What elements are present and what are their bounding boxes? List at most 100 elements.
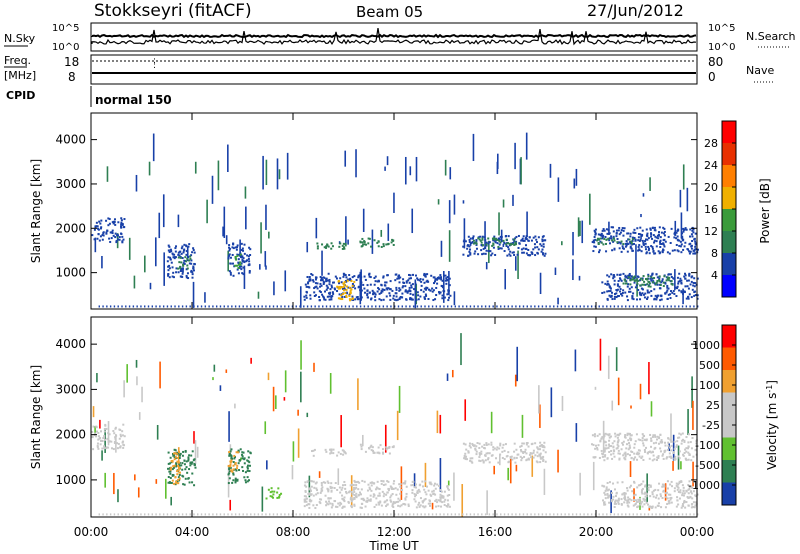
echo-cell xyxy=(418,501,421,504)
echo-cell xyxy=(108,222,111,225)
echo-cell xyxy=(378,292,381,295)
echo-cell xyxy=(435,278,438,281)
echo-cell xyxy=(628,238,631,241)
echo-cell xyxy=(615,292,618,295)
echo-cell xyxy=(394,273,397,276)
echo-cell xyxy=(686,248,689,251)
echo-cell xyxy=(480,450,483,453)
echo-cell xyxy=(657,250,660,253)
echo-cell xyxy=(174,476,177,479)
echo-cell xyxy=(120,219,123,222)
echo-cell xyxy=(600,437,603,440)
echo-cell xyxy=(499,235,502,238)
echo-cell xyxy=(696,248,699,251)
echo-cell xyxy=(658,280,661,283)
echo-cell xyxy=(386,243,389,246)
colorbar-tick-label: 1000 xyxy=(692,339,720,352)
echo-cell xyxy=(691,288,694,291)
echo-cell xyxy=(447,488,450,491)
near-range-echo xyxy=(219,305,222,308)
echo-cell xyxy=(178,261,181,264)
echo-cell xyxy=(175,463,178,466)
echo-cell xyxy=(613,440,616,443)
date-title: 27/Jun/2012 xyxy=(587,1,684,20)
echo-cell xyxy=(677,490,680,493)
echo-cell xyxy=(679,489,682,492)
echo-cell xyxy=(239,261,242,264)
echo-cell xyxy=(503,449,506,452)
echo-cell xyxy=(229,465,232,468)
scatter-echo xyxy=(222,226,224,237)
echo-cell xyxy=(685,490,688,493)
echo-cell xyxy=(439,496,442,499)
echo-cell xyxy=(659,239,662,242)
scatter-echo xyxy=(286,152,289,180)
echo-cell xyxy=(623,492,626,495)
echo-cell xyxy=(624,436,627,439)
echo-cell xyxy=(312,454,315,457)
echo-cell xyxy=(106,437,109,440)
echo-cell xyxy=(350,280,353,283)
echo-cell xyxy=(530,239,533,242)
echo-cell xyxy=(350,506,353,509)
echo-cell xyxy=(629,245,632,248)
echo-cell xyxy=(387,287,390,290)
near-range-echo xyxy=(420,305,422,308)
nave-label: Nave xyxy=(746,64,774,77)
echo-cell xyxy=(276,496,279,499)
echo-cell xyxy=(107,439,110,442)
echo-cell xyxy=(630,450,633,453)
colorbar-tick-label: 24 xyxy=(704,159,718,172)
echo-cell xyxy=(541,456,544,459)
echo-cell xyxy=(481,238,484,241)
scatter-echo xyxy=(143,255,146,273)
echo-cell xyxy=(227,482,230,485)
echo-cell xyxy=(492,246,495,249)
echo-cell xyxy=(358,491,361,494)
echo-cell xyxy=(382,480,385,483)
echo-cell xyxy=(663,483,666,486)
echo-cell xyxy=(409,277,412,280)
echo-cell xyxy=(680,291,683,294)
echo-cell xyxy=(485,442,488,445)
echo-cell xyxy=(500,235,503,238)
echo-cell xyxy=(603,440,606,443)
echo-cell xyxy=(423,287,426,290)
echo-cell xyxy=(637,279,640,282)
echo-cell xyxy=(180,247,183,250)
echo-cell xyxy=(656,435,659,438)
echo-cell xyxy=(590,443,593,446)
near-range-echo xyxy=(689,513,691,516)
echo-cell xyxy=(687,492,690,495)
x-tick-label: 00:00 xyxy=(680,525,715,539)
echo-cell xyxy=(608,294,611,297)
near-range-echo xyxy=(462,513,464,516)
echo-cell xyxy=(343,246,346,249)
echo-cell xyxy=(175,245,178,248)
echo-cell xyxy=(603,291,606,294)
echo-cell xyxy=(396,277,399,280)
scatter-echo xyxy=(687,409,689,436)
velocity-colorbar-label: Velocity [m s-1] xyxy=(765,380,780,470)
echo-cell xyxy=(441,501,444,504)
echo-cell xyxy=(272,496,275,499)
echo-cell xyxy=(178,454,181,457)
near-range-echo xyxy=(189,513,191,516)
scatter-echo xyxy=(273,281,275,296)
echo-cell xyxy=(111,229,114,232)
echo-cell xyxy=(601,291,604,294)
echo-cell xyxy=(683,499,686,502)
echo-cell xyxy=(173,454,176,457)
near-range-echo xyxy=(659,513,661,516)
echo-cell xyxy=(188,454,191,457)
scatter-echo xyxy=(245,206,247,230)
scatter-echo xyxy=(682,164,685,190)
echo-cell xyxy=(238,459,241,462)
near-range-echo xyxy=(678,513,680,516)
echo-cell xyxy=(428,288,431,291)
echo-cell xyxy=(405,290,408,293)
echo-cell xyxy=(542,245,545,248)
echo-cell xyxy=(661,441,664,444)
echo-cell xyxy=(600,234,603,237)
echo-cell xyxy=(178,450,181,453)
